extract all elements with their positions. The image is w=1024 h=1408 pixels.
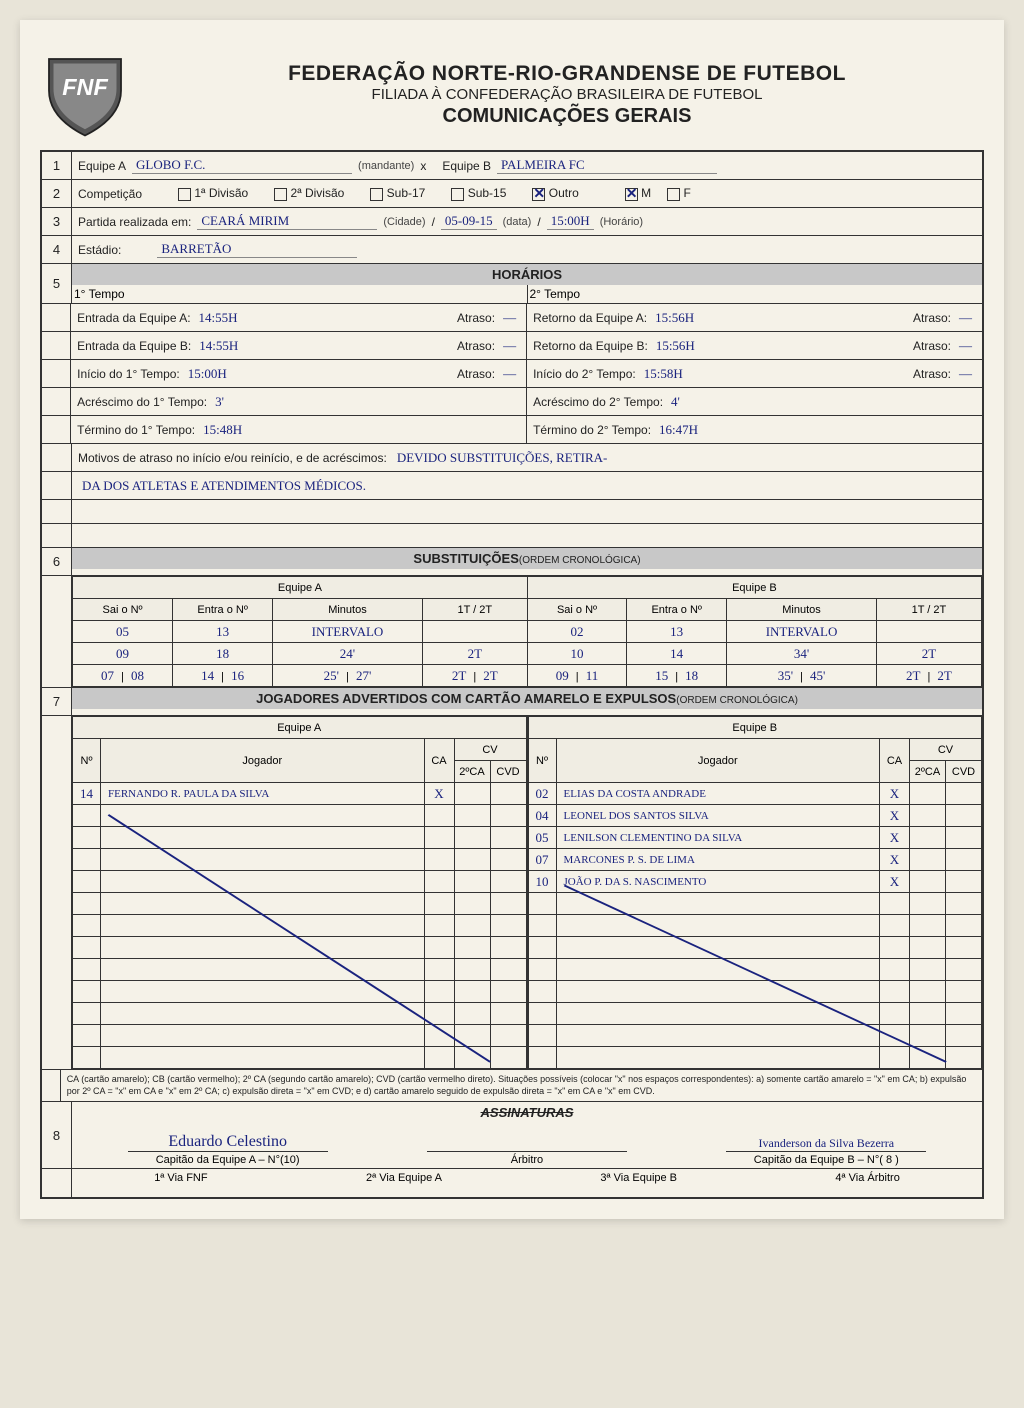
row-num: 7	[42, 688, 72, 715]
footnote: CA (cartão amarelo); CB (cartão vermelho…	[61, 1070, 982, 1101]
form-body: 1 Equipe A GLOBO F.C. (mandante) x Equip…	[40, 150, 984, 1199]
check-d1	[178, 188, 191, 201]
row-num: 1	[42, 152, 72, 179]
row-num: 4	[42, 236, 72, 263]
check-outro	[532, 188, 545, 201]
motivos-2: DA DOS ATLETAS E ATENDIMENTOS MÉDICOS.	[78, 478, 370, 494]
check-s17	[370, 188, 383, 201]
sig-cap-b: Ivanderson da Silva Bezerra Capitão da E…	[726, 1136, 926, 1166]
estadio: BARRETÃO	[157, 241, 357, 258]
match-report-page: FNF FEDERAÇÃO NORTE-RIO-GRANDENSE DE FUT…	[20, 20, 1004, 1219]
horarios-header: HORÁRIOS	[72, 264, 982, 285]
motivos-1: DEVIDO SUBSTITUIÇÕES, RETIRA-	[393, 450, 612, 466]
cards-equipe-a: Equipe A Nº Jogador CA CV 2ºCACVD 14FERN…	[72, 716, 528, 1069]
org-title: FEDERAÇÃO NORTE-RIO-GRANDENSE DE FUTEBOL	[150, 62, 984, 86]
fnf-logo: FNF	[40, 50, 130, 140]
data: 05-09-15	[441, 213, 497, 230]
svg-text:FNF: FNF	[62, 74, 108, 100]
row-num: 8	[42, 1102, 72, 1168]
row-num: 2	[42, 180, 72, 207]
horario: 15:00h	[547, 213, 594, 230]
equipe-b-value: PALMEIRA FC	[497, 157, 717, 174]
check-d2	[274, 188, 287, 201]
sig-arbitro: ‍ Árbitro	[427, 1131, 627, 1166]
affil-title: FILIADA À CONFEDERAÇÃO BRASILEIRA DE FUT…	[150, 86, 984, 103]
equipe-a-value: GLOBO F.C.	[132, 157, 352, 174]
row-num: 3	[42, 208, 72, 235]
sigs-header: ASSINATURAS	[72, 1102, 982, 1123]
doc-title: COMUNICAÇÕES GERAIS	[150, 105, 984, 128]
check-m	[625, 188, 638, 201]
cards-header: JOGADORES ADVERTIDOS COM CARTÃO AMARELO …	[72, 688, 982, 709]
vias-row: 1ª Via FNF 2ª Via Equipe A 3ª Via Equipe…	[72, 1169, 982, 1197]
header: FNF FEDERAÇÃO NORTE-RIO-GRANDENSE DE FUT…	[40, 50, 984, 140]
subs-table: Equipe A Equipe B Sai o NºEntra o NºMinu…	[72, 576, 982, 687]
row-num: 6	[42, 548, 72, 575]
cards-equipe-b: Equipe B Nº Jogador CA CV 2ºCACVD 02ELIA…	[528, 716, 983, 1069]
sig-cap-a: Eduardo Celestino Capitão da Equipe A – …	[128, 1133, 328, 1166]
check-f	[667, 188, 680, 201]
row-num: 5	[42, 264, 72, 303]
subs-header: SUBSTITUIÇÕES(ORDEM CRONOLÓGICA)	[72, 548, 982, 569]
check-s15	[451, 188, 464, 201]
cidade: CEARÁ MIRIM	[197, 213, 377, 230]
